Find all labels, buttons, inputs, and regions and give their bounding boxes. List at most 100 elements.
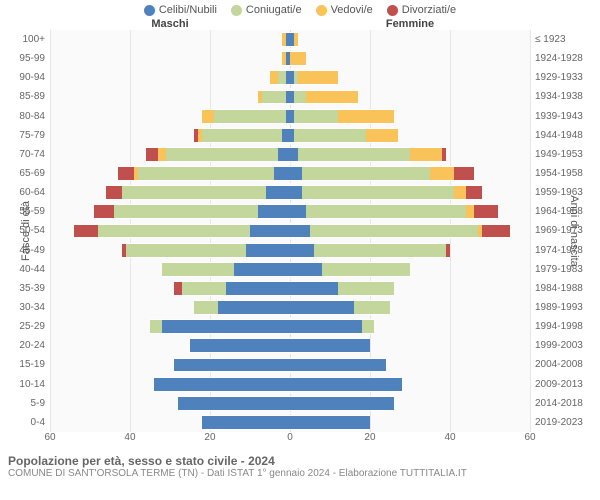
- age-tick: 40-44: [0, 260, 45, 279]
- pyramid-row: [50, 49, 530, 68]
- legend-label: Vedovi/e: [331, 4, 373, 16]
- segment-ved: [454, 185, 466, 200]
- female-bar: [290, 262, 530, 277]
- age-tick: 100+: [0, 30, 45, 49]
- segment-ved: [338, 109, 394, 124]
- female-bar: [290, 204, 530, 219]
- segment-con: [314, 243, 446, 258]
- age-tick: 60-64: [0, 183, 45, 202]
- legend-item: Coniugati/e: [231, 4, 302, 16]
- female-bar: [290, 319, 530, 334]
- segment-con: [310, 224, 478, 239]
- birth-tick: 2009-2013: [535, 375, 600, 394]
- birth-tick: 1944-1948: [535, 126, 600, 145]
- age-tick: 65-69: [0, 164, 45, 183]
- male-bar: [50, 300, 290, 315]
- age-tick: 80-84: [0, 107, 45, 126]
- segment-cel: [258, 204, 290, 219]
- male-bar: [50, 224, 290, 239]
- pyramid-row: [50, 221, 530, 240]
- pyramid-row: [50, 413, 530, 432]
- pyramid-row: [50, 279, 530, 298]
- legend-label: Coniugati/e: [246, 4, 302, 16]
- birth-tick: 1999-2003: [535, 336, 600, 355]
- segment-cel: [266, 185, 290, 200]
- bar-rows: [50, 30, 530, 432]
- segment-con: [262, 90, 286, 105]
- header-male: Maschi: [50, 18, 290, 30]
- age-tick: 15-19: [0, 355, 45, 374]
- segment-con: [202, 128, 282, 143]
- male-bar: [50, 377, 290, 392]
- legend-swatch-icon: [387, 5, 398, 16]
- age-tick: 20-24: [0, 336, 45, 355]
- segment-con: [298, 147, 410, 162]
- segment-div: [174, 281, 182, 296]
- segment-cel: [290, 147, 298, 162]
- segment-con: [114, 204, 258, 219]
- segment-cel: [290, 243, 314, 258]
- segment-div: [482, 224, 510, 239]
- population-pyramid-chart: Celibi/NubiliConiugati/eVedovi/eDivorzia…: [0, 0, 600, 500]
- legend-item: Celibi/Nubili: [144, 4, 217, 16]
- female-bar: [290, 300, 530, 315]
- segment-div: [466, 185, 482, 200]
- male-bar: [50, 262, 290, 277]
- pyramid-row: [50, 164, 530, 183]
- segment-cel: [178, 396, 290, 411]
- birth-tick: 2019-2023: [535, 413, 600, 432]
- y-axis-label-left: Fasce di età: [20, 201, 32, 261]
- x-axis: 6040200204060: [0, 432, 600, 450]
- female-bar: [290, 51, 530, 66]
- legend-swatch-icon: [144, 5, 155, 16]
- segment-cel: [234, 262, 290, 277]
- segment-cel: [226, 281, 290, 296]
- segment-cel: [290, 185, 302, 200]
- segment-con: [354, 300, 390, 315]
- age-tick: 90-94: [0, 68, 45, 87]
- segment-con: [98, 224, 250, 239]
- x-tick: 60: [44, 432, 55, 443]
- pyramid-row: [50, 183, 530, 202]
- birth-tick: 1924-1928: [535, 49, 600, 68]
- birth-tick: 2014-2018: [535, 394, 600, 413]
- female-bar: [290, 377, 530, 392]
- segment-con: [162, 262, 234, 277]
- birth-tick: 1929-1933: [535, 68, 600, 87]
- y-axis-label-right: Anni di nascita: [568, 195, 580, 267]
- x-tick: 40: [444, 432, 455, 443]
- segment-cel: [274, 166, 290, 181]
- male-bar: [50, 415, 290, 430]
- segment-cel: [202, 415, 290, 430]
- birth-tick: 1994-1998: [535, 317, 600, 336]
- age-tick: 5-9: [0, 394, 45, 413]
- segment-con: [294, 90, 306, 105]
- female-bar: [290, 147, 530, 162]
- segment-cel: [290, 377, 402, 392]
- segment-ved: [366, 128, 398, 143]
- segment-con: [306, 204, 466, 219]
- segment-div: [442, 147, 446, 162]
- segment-cel: [290, 262, 322, 277]
- female-bar: [290, 243, 530, 258]
- segment-div: [474, 204, 498, 219]
- age-tick: 75-79: [0, 126, 45, 145]
- segment-con: [322, 262, 410, 277]
- pyramid-row: [50, 87, 530, 106]
- segment-cel: [250, 224, 290, 239]
- segment-cel: [218, 300, 290, 315]
- segment-cel: [282, 128, 290, 143]
- header-female: Femmine: [290, 18, 530, 30]
- female-bar: [290, 70, 530, 85]
- segment-con: [294, 109, 338, 124]
- segment-div: [106, 185, 122, 200]
- pyramid-row: [50, 317, 530, 336]
- pyramid-row: [50, 202, 530, 221]
- pyramid-row: [50, 68, 530, 87]
- segment-con: [194, 300, 218, 315]
- segment-ved: [298, 70, 338, 85]
- pyramid-row: [50, 260, 530, 279]
- segment-cel: [290, 204, 306, 219]
- segment-ved: [294, 32, 298, 47]
- pyramid-row: [50, 145, 530, 164]
